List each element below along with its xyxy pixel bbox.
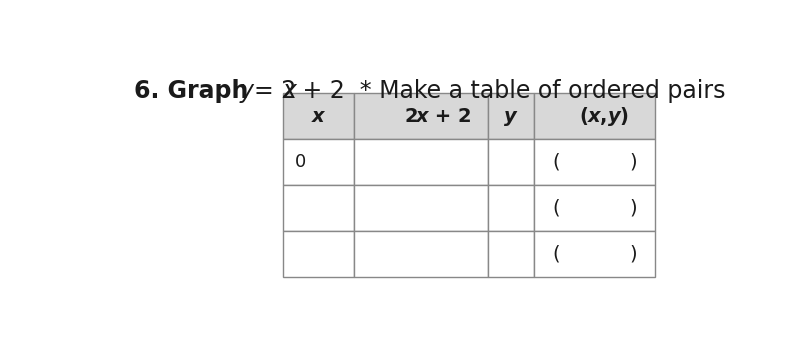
Bar [534,185,655,231]
Text: 2: 2 [404,107,418,126]
Text: ): ) [630,153,637,171]
Text: 0: 0 [295,153,306,171]
Text: ,: , [600,107,607,126]
Text: ): ) [630,244,637,264]
Text: 6. Graph: 6. Graph [134,79,249,104]
Text: + 2: + 2 [428,107,472,126]
Bar [354,93,487,139]
Text: (: ( [552,153,559,171]
Bar [283,231,354,277]
Bar [354,231,487,277]
Text: x: x [416,107,429,126]
Bar [534,139,655,185]
Text: ): ) [619,107,628,126]
Bar [354,185,487,231]
Text: x: x [588,107,601,126]
Text: = 2: = 2 [254,79,296,104]
Bar [487,231,534,277]
Text: y: y [608,107,621,126]
Bar [354,139,487,185]
Bar [487,185,534,231]
Bar [283,93,354,139]
Text: (: ( [552,244,559,264]
Bar [534,231,655,277]
Bar [534,93,655,139]
Bar [487,139,534,185]
Bar [283,139,354,185]
Bar [283,185,354,231]
Text: ): ) [630,199,637,218]
Text: (: ( [579,107,588,126]
Text: (: ( [552,199,559,218]
Text: x: x [312,107,325,126]
Text: y: y [239,79,254,104]
Text: x: x [283,79,297,104]
Text: y: y [504,107,517,126]
Text: + 2  * Make a table of ordered pairs: + 2 * Make a table of ordered pairs [294,79,725,104]
Bar [487,93,534,139]
